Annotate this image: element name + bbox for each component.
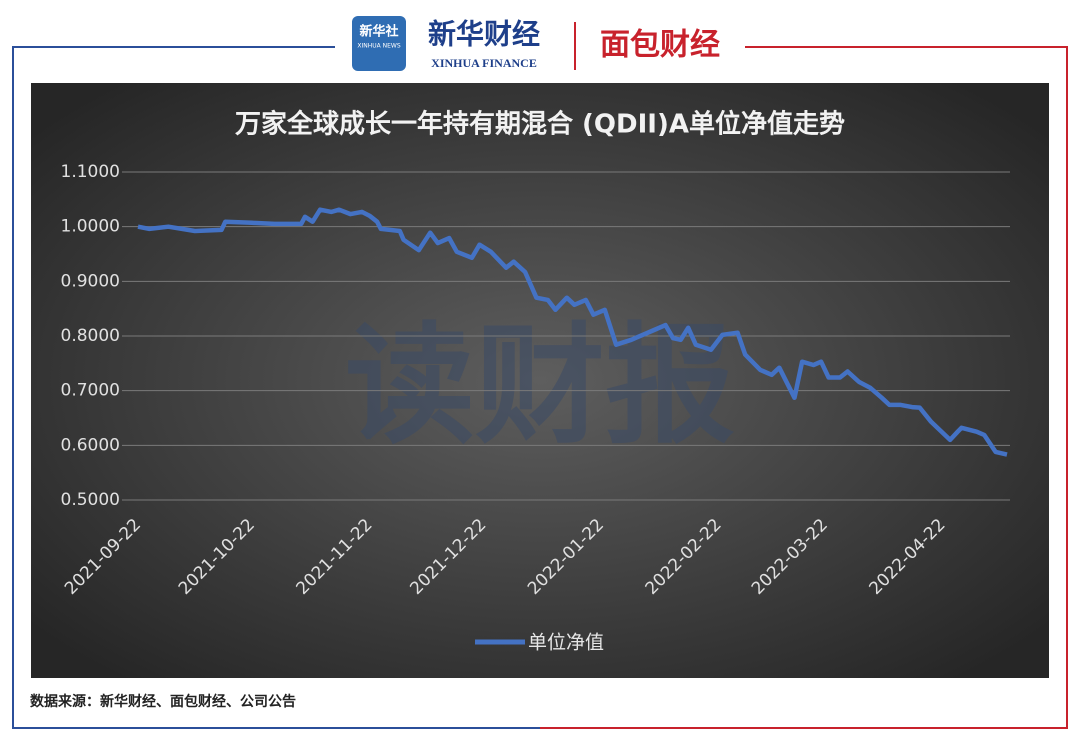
frame-left: [12, 46, 540, 729]
logo2-sub: XINHUA FINANCE: [431, 56, 537, 70]
logo1-box: [352, 16, 406, 71]
chart-title: 万家全球成长一年持有期混合 (QDII)A单位净值走势: [235, 109, 845, 140]
y-tick-label: 1.0000: [61, 217, 120, 237]
frame-right: [540, 46, 1068, 729]
logo3: 面包财经: [600, 28, 720, 63]
series-line: [137, 207, 1008, 457]
y-tick-label: 1.1000: [61, 162, 120, 182]
watermark: 读财报: [345, 310, 735, 462]
y-tick-label: 0.6000: [61, 435, 120, 455]
logo2: 新华财经: [428, 18, 540, 51]
legend-label: 单位净值: [528, 632, 604, 654]
logo1: 新华社: [359, 24, 398, 40]
source-note: 数据来源：新华财经、面包财经、公司公告: [30, 693, 296, 710]
y-tick-label: 0.9000: [61, 271, 120, 291]
y-tick-label: 0.5000: [61, 490, 120, 510]
plot-background: [31, 83, 1049, 678]
y-tick-label: 0.8000: [61, 326, 120, 346]
logo1-sub: XINHUA NEWS: [357, 43, 400, 50]
y-tick-label: 0.7000: [61, 381, 120, 401]
